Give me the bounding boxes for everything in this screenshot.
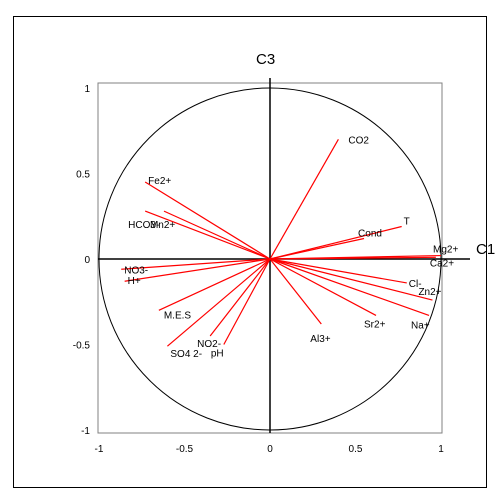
label-mn2: Mn2+ [150,220,175,231]
label-no3: NO3- [124,265,148,276]
vector-no2 [209,258,271,337]
x-tick-label: 0.5 [349,444,363,455]
label-sr2: Sr2+ [364,319,386,330]
vector-sr2 [269,258,377,316]
vector-ca2 [269,256,436,260]
vector-cl [269,258,407,284]
y-axis-title: C3 [256,51,275,68]
x-tick-label: -0.5 [176,444,194,455]
label-al3: Al3+ [310,334,330,345]
y-tick-label: -0.5 [73,341,91,352]
variable-labels: CO2 Fe2+ HCO3-Mn2+ T Cond Mg2+ Ca2+ NO3-H+ Cl-Zn… [124,135,458,360]
label-mg2: Mg2+ [433,245,458,256]
x-tick-label: 1 [438,444,444,455]
label-fe2: Fe2+ [148,176,171,187]
vector-hco3 [144,210,271,260]
label-so4-2: SO4 2- [170,349,202,360]
y-tick-label: 0.5 [76,170,90,181]
vector-cond [269,237,365,260]
vector-no3 [121,258,271,270]
label-ph: pH [211,349,224,360]
label-ca2: Ca2+ [430,258,454,269]
y-tick-label: 0 [84,255,90,266]
x-tick-label: -1 [95,444,104,455]
x-tick-labels: -1 -0.5 0 0.5 1 [95,444,445,455]
label-hco3: HCO3- [128,220,159,231]
y-tick-labels: 1 0.5 0 -0.5 -1 [73,84,91,437]
x-tick-label: 0 [267,444,273,455]
label-h: H+ [128,276,141,287]
vector-so4-2 [167,258,271,347]
vector-co2 [269,139,339,260]
chart-frame [13,16,487,488]
x-axis-title: C1 [476,241,495,258]
loading-vectors [121,139,442,347]
y-tick-label: 1 [84,84,90,95]
label-zn2: Zn2+ [418,287,441,298]
vector-na [269,258,430,316]
vector-t [269,225,402,260]
vector-zn2 [269,258,433,301]
label-t: T [404,217,410,228]
vector-mn2 [163,210,271,260]
label-na: Na+ [411,320,430,331]
label-co2: CO2 [348,135,369,146]
label-no2: NO2- [197,339,221,350]
vector-ph [223,258,271,345]
y-tick-label: -1 [81,426,90,437]
vector-m-e-s [158,258,271,311]
vector-fe2 [144,181,271,260]
label-m-e-s: M.E.S [164,310,192,321]
label-cl: Cl- [409,279,422,290]
label-cond: Cond [358,228,382,239]
vector-h [124,258,271,282]
vector-al3 [269,258,322,325]
